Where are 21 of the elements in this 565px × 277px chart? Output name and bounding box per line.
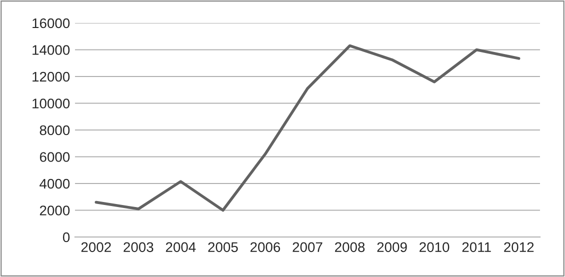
y-tick-label: 6000 xyxy=(40,152,70,162)
x-tick-label: 2007 xyxy=(292,242,322,252)
x-tick-label: 2003 xyxy=(124,242,154,252)
x-tick-label: 2004 xyxy=(166,242,196,252)
x-tick-label: 2012 xyxy=(504,242,534,252)
y-tick-label: 8000 xyxy=(40,125,70,136)
y-tick-label: 16000 xyxy=(32,18,70,28)
x-tick-label: 2006 xyxy=(250,242,280,252)
x-tick-label: 2002 xyxy=(81,242,111,252)
y-tick-label: 14000 xyxy=(32,45,70,55)
y-tick-label: 0 xyxy=(62,232,70,242)
x-tick-label: 2011 xyxy=(462,242,491,252)
x-tick-label: 2009 xyxy=(377,242,407,252)
y-tick-label: 4000 xyxy=(40,178,70,189)
y-tick-label: 2000 xyxy=(40,206,70,216)
x-tick-label: 2010 xyxy=(420,242,450,252)
y-tick-label: 12000 xyxy=(32,72,70,82)
x-tick-label: 2008 xyxy=(335,242,365,252)
y-tick-label: 10000 xyxy=(32,98,70,108)
x-tick-label: 2005 xyxy=(208,242,238,252)
line-series xyxy=(94,44,520,212)
